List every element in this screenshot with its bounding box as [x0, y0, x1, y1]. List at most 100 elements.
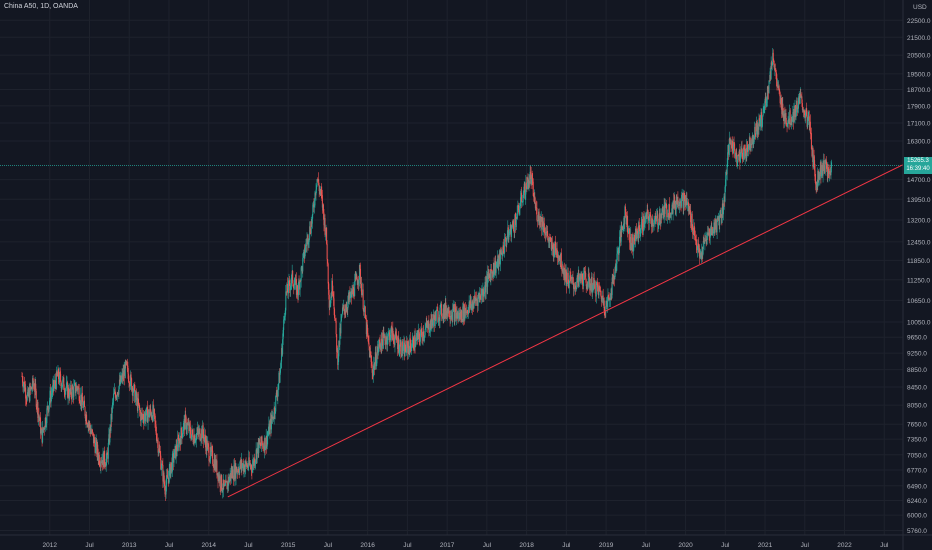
candle-body [233, 465, 235, 480]
candle-body [628, 228, 630, 234]
candle-body [571, 277, 573, 279]
candle-body [624, 206, 626, 225]
candle-body [29, 385, 31, 390]
candle-body [187, 424, 189, 425]
y-tick-label: 22500.0 [907, 18, 931, 25]
candle-body [149, 413, 151, 418]
candle-body [549, 237, 551, 241]
candle-body [93, 437, 95, 444]
candle-body [415, 344, 417, 347]
candle-body [414, 335, 416, 351]
candle-body [802, 109, 804, 113]
candle-body [29, 385, 31, 401]
candle-body [428, 331, 430, 333]
candle-body [762, 115, 764, 120]
candle-body [120, 375, 122, 382]
candle-body [355, 277, 357, 278]
candle-body [559, 257, 561, 259]
candle-body [440, 304, 442, 305]
candle-body [701, 250, 703, 259]
candle-body [81, 392, 83, 405]
candle-body [359, 265, 361, 269]
candle-body [198, 430, 200, 435]
candle-body [312, 204, 314, 205]
candle-body [209, 459, 211, 462]
candle-body [646, 213, 648, 219]
candle-body [310, 232, 312, 234]
candle-body [748, 137, 750, 146]
candle-body [291, 274, 293, 284]
candle-body [129, 386, 131, 387]
candle-body [401, 341, 403, 357]
candle-body [692, 233, 694, 235]
candle-body [604, 311, 606, 313]
candle-body [555, 250, 557, 255]
candle-body [552, 246, 554, 256]
candle-body [665, 204, 667, 206]
candle-body [404, 344, 406, 357]
candle-body [721, 203, 723, 218]
candle-body [337, 349, 339, 366]
candle-body [391, 328, 393, 340]
candle-body [150, 408, 152, 413]
candle-body [269, 418, 271, 424]
candle-body [142, 415, 144, 417]
candle-body [714, 223, 716, 234]
candle-body [464, 307, 466, 314]
candle-body [146, 406, 148, 408]
candle-body [800, 96, 802, 98]
candle-body [735, 153, 737, 157]
candle-body [336, 349, 338, 352]
candle-body [644, 217, 646, 225]
candle-body [54, 379, 56, 384]
candle-body [108, 434, 110, 443]
candle-body [721, 214, 723, 218]
candle-body [345, 311, 347, 312]
candle-body [274, 407, 276, 414]
candle-body [210, 447, 212, 452]
candle-body [48, 405, 50, 412]
candle-body [276, 392, 278, 396]
candle-body [578, 276, 580, 281]
candle-body [584, 272, 586, 274]
candle-body [125, 361, 127, 364]
candle-body [387, 332, 389, 341]
candle-body [520, 192, 522, 198]
candle-body [378, 340, 380, 347]
candle-body [527, 177, 529, 180]
candle-body [79, 400, 81, 403]
candle-body [681, 194, 683, 207]
candle-body [526, 188, 528, 190]
candle-body [240, 460, 242, 467]
candle-body [811, 148, 813, 157]
candle-body [301, 266, 303, 268]
candle-body [400, 354, 402, 357]
candle-body [531, 177, 533, 185]
candle-body [690, 222, 692, 226]
candle-body [241, 465, 243, 468]
candle-body [530, 171, 532, 173]
candle-body [614, 271, 616, 280]
support-trendline[interactable] [227, 164, 904, 498]
candle-body [321, 195, 323, 208]
candle-body [114, 390, 116, 395]
candle-body [687, 202, 689, 204]
candle-body [710, 226, 712, 234]
candle-body [178, 438, 180, 448]
candle-body [252, 460, 254, 466]
candle-body [301, 266, 303, 272]
candle-body [810, 133, 812, 134]
candle-body [616, 250, 618, 254]
candle-body [382, 340, 384, 349]
candle-body [134, 385, 136, 403]
candle-body [662, 206, 664, 211]
y-tick-label: 21500.0 [907, 35, 931, 42]
candle-body [325, 234, 327, 236]
candle-body [307, 235, 309, 245]
candle-body [557, 257, 559, 260]
candle-body [795, 105, 797, 118]
candle-body [433, 314, 435, 321]
candle-body [389, 332, 391, 343]
candle-body [513, 225, 515, 232]
